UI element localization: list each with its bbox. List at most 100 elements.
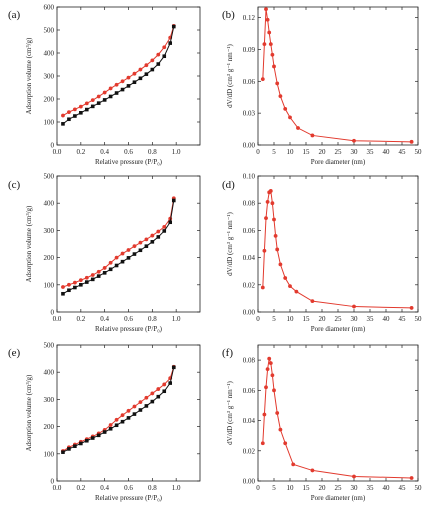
data-point bbox=[291, 462, 296, 467]
data-point bbox=[108, 426, 113, 431]
data-point bbox=[156, 229, 161, 234]
y-tick-label: 0.00 bbox=[243, 309, 256, 317]
data-point bbox=[78, 278, 83, 283]
x-axis-label: Relative pressure (P/P₀) bbox=[95, 494, 163, 502]
data-point bbox=[156, 62, 161, 66]
data-point bbox=[79, 111, 83, 115]
data-point bbox=[265, 17, 270, 22]
data-point bbox=[67, 117, 71, 122]
data-point bbox=[138, 240, 143, 245]
data-point bbox=[126, 75, 131, 80]
x-tick-label: 40 bbox=[383, 148, 391, 156]
x-tick-label: 30 bbox=[351, 484, 359, 492]
data-point bbox=[90, 104, 95, 109]
data-point bbox=[79, 441, 83, 446]
data-point bbox=[144, 395, 149, 400]
plot-frame bbox=[257, 344, 419, 482]
data-point bbox=[267, 356, 272, 361]
y-tick-label: 0 bbox=[51, 309, 55, 317]
x-tick-label: 10 bbox=[287, 148, 295, 156]
data-point bbox=[84, 438, 89, 443]
x-tick-label: 0.6 bbox=[124, 484, 133, 492]
data-point bbox=[150, 240, 155, 244]
data-point bbox=[120, 413, 125, 418]
data-point bbox=[150, 391, 155, 396]
data-point bbox=[150, 399, 155, 404]
plot-frame bbox=[257, 6, 419, 146]
data-point bbox=[132, 252, 137, 256]
data-point bbox=[132, 412, 137, 416]
y-tick-label: 0 bbox=[51, 478, 55, 486]
chart-panel-6: (f) 0 5 10 15 20 25 30 35 40 45 50 0.00 0.02 0.04 0.06 0… bbox=[222, 344, 423, 502]
data-point bbox=[171, 365, 176, 370]
data-point bbox=[264, 216, 268, 221]
data-point bbox=[275, 411, 280, 415]
data-point bbox=[262, 42, 267, 47]
x-tick-label: 0.2 bbox=[76, 315, 85, 323]
y-tick-label: 0.00 bbox=[243, 142, 256, 150]
x-tick-label: 20 bbox=[319, 148, 327, 156]
data-point bbox=[168, 220, 173, 225]
x-tick-label: 50 bbox=[415, 484, 423, 492]
data-point bbox=[260, 441, 265, 446]
data-point bbox=[270, 373, 275, 378]
x-tick-label: 0.2 bbox=[76, 148, 85, 156]
data-point bbox=[409, 476, 414, 480]
x-tick-label: 0 bbox=[256, 315, 260, 323]
data-point bbox=[114, 91, 119, 95]
data-point bbox=[278, 262, 283, 267]
data-point bbox=[352, 138, 356, 143]
x-axis-label: Pore diameter (nm) bbox=[311, 494, 366, 502]
panel-label: (d) bbox=[222, 179, 235, 191]
y-tick-label: 300 bbox=[44, 73, 55, 81]
x-tick-label: 0.0 bbox=[53, 315, 62, 323]
y-tick-label: 500 bbox=[44, 342, 55, 350]
data-point bbox=[132, 80, 137, 85]
data-point bbox=[162, 54, 167, 59]
data-point bbox=[61, 113, 65, 118]
data-point bbox=[171, 198, 176, 203]
data-point bbox=[108, 94, 113, 99]
y-axis-label: dV/dD (cm³ g⁻¹ nm⁻¹) bbox=[226, 381, 234, 445]
x-tick-label: 40 bbox=[383, 315, 391, 323]
data-point bbox=[73, 285, 77, 290]
data-point bbox=[156, 387, 161, 391]
x-tick-label: 40 bbox=[383, 484, 391, 492]
x-axis-label: Pore diameter (nm) bbox=[311, 158, 366, 166]
data-point bbox=[120, 259, 125, 264]
data-point bbox=[96, 94, 101, 99]
data-point bbox=[278, 427, 283, 432]
x-tick-label: 30 bbox=[351, 315, 359, 323]
data-point bbox=[138, 67, 143, 72]
data-point bbox=[262, 412, 267, 417]
x-tick-label: 1.0 bbox=[172, 484, 181, 492]
data-point bbox=[61, 122, 65, 126]
data-point bbox=[84, 101, 89, 106]
data-point bbox=[144, 63, 149, 68]
y-tick-label: 0.10 bbox=[243, 173, 256, 181]
x-tick-label: 30 bbox=[351, 148, 359, 156]
x-tick-label: 35 bbox=[367, 315, 375, 323]
x-tick-label: 10 bbox=[287, 484, 295, 492]
data-point bbox=[102, 90, 107, 95]
data-point bbox=[273, 233, 278, 238]
data-point bbox=[409, 306, 414, 310]
data-point bbox=[162, 229, 167, 233]
x-axis-label: Pore diameter (nm) bbox=[311, 325, 366, 333]
x-tick-label: 35 bbox=[367, 484, 375, 492]
data-point bbox=[67, 282, 71, 287]
data-point bbox=[310, 133, 315, 138]
data-point bbox=[90, 98, 95, 103]
y-tick-label: 0.06 bbox=[243, 387, 256, 395]
y-axis-label: Adsorption volume (cm³/g) bbox=[25, 37, 33, 114]
y-tick-label: 0.02 bbox=[243, 281, 256, 289]
data-point bbox=[310, 299, 315, 304]
data-point bbox=[156, 52, 161, 57]
x-tick-label: 25 bbox=[335, 484, 343, 492]
data-point bbox=[162, 382, 167, 387]
x-tick-label: 0.4 bbox=[100, 315, 109, 323]
data-point bbox=[84, 280, 89, 284]
y-tick-label: 200 bbox=[44, 423, 55, 431]
y-tick-label: 500 bbox=[44, 173, 55, 181]
data-point bbox=[150, 58, 155, 63]
